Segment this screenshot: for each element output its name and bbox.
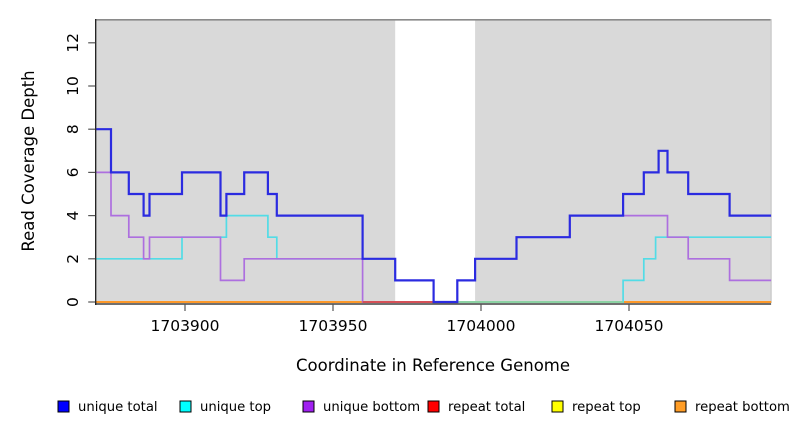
legend-label-unique-top: unique top: [200, 400, 271, 415]
x-tick-label: 1704000: [446, 317, 515, 335]
legend-swatch-repeat-total: [427, 400, 440, 413]
legend-swatch-repeat-bottom: [674, 400, 687, 413]
legend-swatch-unique-total: [57, 400, 70, 413]
legend-swatch-unique-top: [179, 400, 192, 413]
x-tick-label: 1704050: [594, 317, 663, 335]
y-tick-label: 4: [64, 211, 82, 221]
y-tick-label: 0: [64, 297, 82, 307]
y-tick-label: 10: [64, 76, 82, 96]
chart-generated-layer: 1703900 1703950 1704000 1704050 0 2 4 6 8 10 12 uni…: [57, 18, 790, 415]
x-tick-label: 1703950: [298, 317, 367, 335]
series-line-unique-total: [96, 128, 772, 304]
legend-label-repeat-total: repeat total: [448, 400, 525, 415]
y-tick-label: 8: [64, 124, 82, 134]
legend-label-unique-bottom: unique bottom: [323, 400, 420, 415]
legend-swatch-unique-bottom: [302, 400, 315, 413]
legend-label-repeat-bottom: repeat bottom: [695, 400, 790, 415]
legend-label-unique-total: unique total: [78, 400, 158, 415]
unshaded-band: [395, 19, 476, 303]
legend-label-repeat-top: repeat top: [572, 400, 641, 415]
y-tick-label: 12: [64, 33, 82, 53]
y-tick-label: 2: [64, 254, 82, 264]
y-axis-title: Read Coverage Depth: [19, 70, 38, 251]
x-tick-label: 1703900: [150, 317, 219, 335]
x-axis-title: Coordinate in Reference Genome: [296, 356, 570, 375]
legend-swatch-repeat-top: [551, 400, 564, 413]
y-tick-label: 6: [64, 167, 82, 177]
